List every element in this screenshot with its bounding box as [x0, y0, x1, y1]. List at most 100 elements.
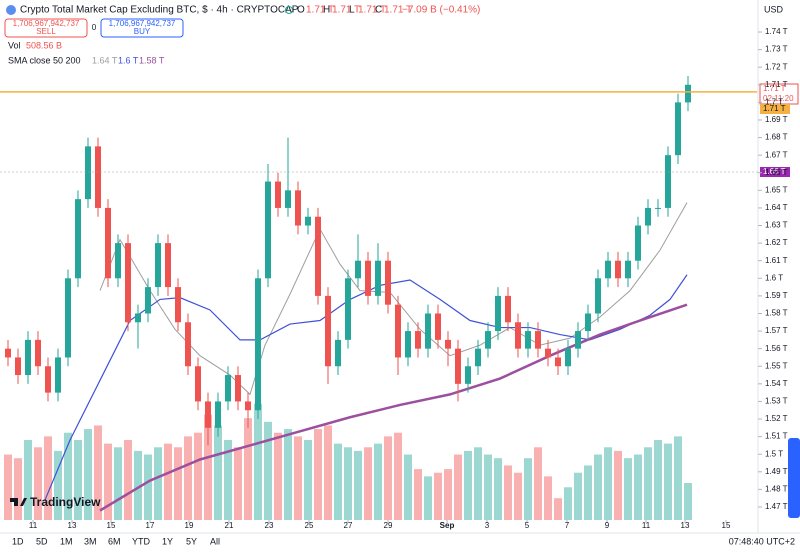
- x-tick-label: 21: [225, 521, 234, 530]
- range-button[interactable]: 1M: [60, 536, 73, 546]
- side-widget[interactable]: [788, 438, 800, 518]
- volume-bar: [514, 472, 522, 520]
- x-tick-label: 29: [384, 521, 393, 530]
- candle-body: [655, 207, 661, 209]
- range-button[interactable]: 1Y: [162, 536, 173, 546]
- x-tick-label: 15: [722, 521, 731, 530]
- ohlc-value: 1.71 T: [384, 5, 412, 16]
- volume-bar: [34, 447, 42, 520]
- y-tick-label: 1.5 T: [765, 449, 783, 458]
- volume-bar: [74, 440, 82, 520]
- volume-bar: [344, 447, 352, 520]
- volume-bar: [614, 450, 622, 520]
- range-button[interactable]: 6M: [108, 536, 121, 546]
- y-tick-label: 1.47 T: [765, 502, 788, 511]
- volume-bar: [534, 447, 542, 520]
- candle-body: [565, 348, 571, 367]
- volume-bar: [284, 429, 292, 520]
- volume-bar: [484, 454, 492, 520]
- volume-bar: [544, 476, 552, 520]
- range-button[interactable]: 1D: [12, 536, 24, 546]
- y-tick-label: 1.53 T: [765, 397, 788, 406]
- candle-body: [125, 243, 131, 323]
- volume-bar: [654, 440, 662, 520]
- price-labels: 1.71 T 02:11:20 1.71 T 1.66 T: [0, 83, 799, 177]
- y-tick-label: 1.56 T: [765, 344, 788, 353]
- candle-body: [315, 216, 321, 296]
- sma-value: 1.58 T: [139, 55, 165, 65]
- volume-bar: [184, 436, 192, 520]
- x-tick-label: 11: [642, 521, 651, 530]
- candle-body: [75, 199, 81, 279]
- volume-bar: [294, 436, 302, 520]
- spread: 0: [92, 23, 97, 32]
- candle-body: [55, 357, 61, 393]
- volume-bar: [4, 454, 12, 520]
- sell-button[interactable]: [4, 18, 88, 38]
- volume-bar: [594, 454, 602, 520]
- volume-bar: [124, 440, 132, 520]
- candle-body: [185, 322, 191, 367]
- volume-bar: [24, 440, 32, 520]
- x-tick-label: 19: [185, 521, 194, 530]
- candle-body: [335, 339, 341, 367]
- candle-body: [415, 331, 421, 349]
- candle-body: [285, 190, 291, 208]
- candle-body: [325, 295, 331, 367]
- range-button[interactable]: 3M: [84, 536, 97, 546]
- buy-price: 1,706,967,942,737: [109, 19, 176, 28]
- sma-label: SMA close 50 200: [8, 55, 81, 65]
- candle-body: [305, 216, 311, 226]
- ohlc-key: C: [375, 5, 382, 16]
- sma-line: [99, 303, 688, 512]
- volume-bar: [334, 443, 342, 520]
- volume-bar: [524, 458, 532, 520]
- candle-body: [635, 225, 641, 261]
- candle-body: [155, 243, 161, 288]
- range-button[interactable]: All: [210, 536, 220, 546]
- candle-body: [145, 287, 151, 314]
- volume-bar: [224, 440, 232, 520]
- candle-body: [205, 401, 211, 428]
- x-tick-label: 17: [146, 521, 155, 530]
- volume-bar: [54, 450, 62, 520]
- volume-bar: [414, 469, 422, 520]
- title: Crypto Total Market Cap Excluding BTC, $…: [20, 5, 299, 16]
- orange-price-box: [760, 104, 790, 114]
- volume-bar: [474, 447, 482, 520]
- candle-body: [265, 181, 271, 279]
- candle-body: [365, 260, 371, 296]
- sma-value: 1.64 T: [92, 55, 118, 65]
- footer: 07:48:40 UTC+2 1D 5D 1M 3M 6M YTD 1Y 5Y All: [12, 536, 795, 546]
- candle-body: [495, 295, 501, 332]
- candle-body: [85, 146, 91, 200]
- volume-bar: [424, 476, 432, 520]
- buy-button[interactable]: [100, 18, 184, 38]
- last-price: 1.71 T: [763, 84, 786, 93]
- ohlc-key: O: [297, 5, 305, 16]
- range-button[interactable]: 5D: [36, 536, 48, 546]
- candle-body: [675, 102, 681, 156]
- candle-body: [665, 155, 671, 208]
- candle-body: [555, 357, 561, 367]
- range-button[interactable]: 5Y: [186, 536, 197, 546]
- y-tick-label: 1.54 T: [765, 379, 788, 388]
- y-tick-label: 1.52 T: [765, 414, 788, 423]
- candle-body: [15, 357, 21, 376]
- y-tick-label: 1.7 T: [765, 97, 783, 106]
- x-tick-label: 23: [265, 521, 274, 530]
- ohlc-value: 1.71 T: [358, 5, 386, 16]
- ohlc-key: H: [323, 5, 330, 16]
- x-tick-label: 15: [107, 521, 116, 530]
- volume-bar: [234, 447, 242, 520]
- candle-body: [645, 207, 651, 226]
- candle-body: [625, 260, 631, 279]
- volume-bar: [444, 469, 452, 520]
- y-tick-label: 1.48 T: [765, 485, 788, 494]
- volume-bar: [254, 403, 262, 520]
- candle-body: [455, 348, 461, 384]
- range-button[interactable]: YTD: [132, 536, 151, 546]
- x-tick-label: 5: [525, 521, 530, 530]
